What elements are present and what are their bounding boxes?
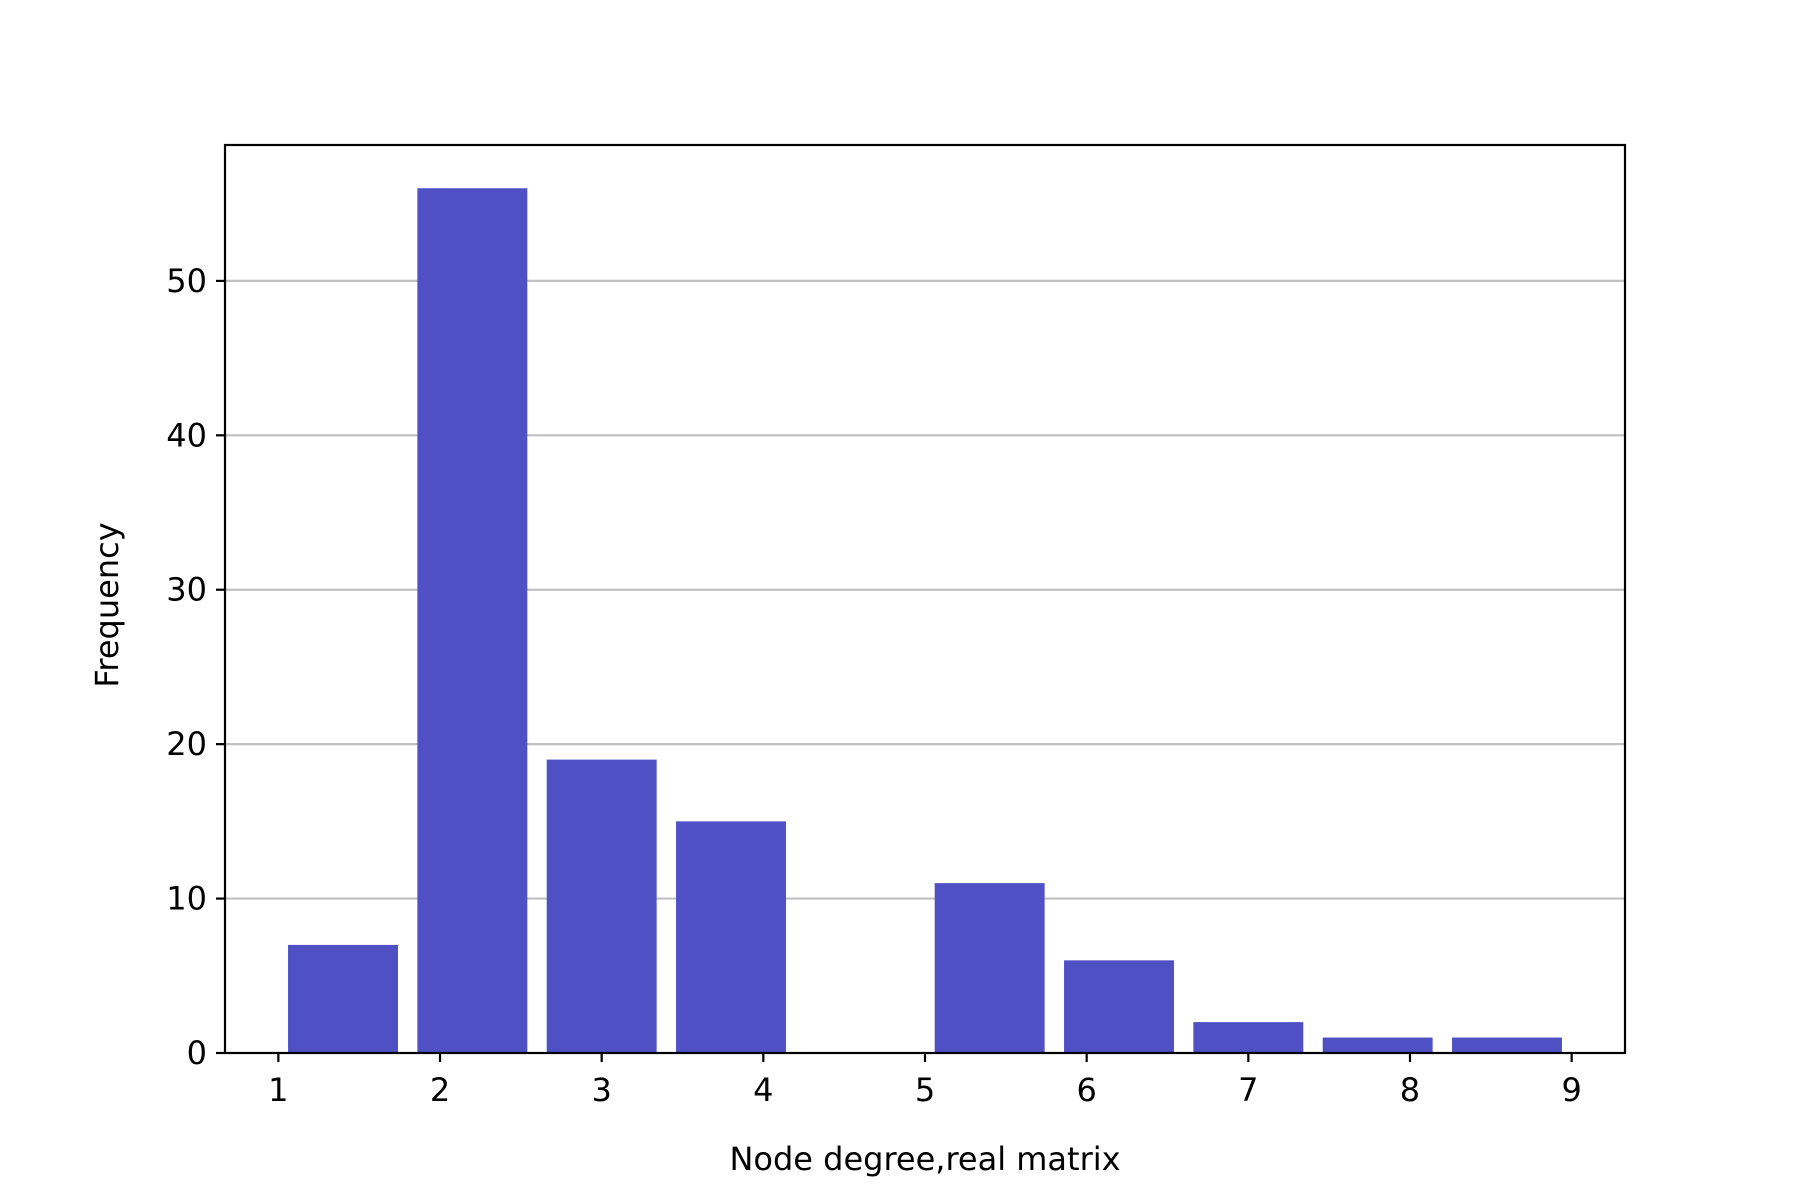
bar-7 [1064, 960, 1174, 1053]
y-tick-label-10: 10 [166, 880, 207, 918]
x-tick-label-7: 7 [1238, 1071, 1258, 1109]
bar-9 [1322, 1037, 1433, 1053]
x-axis-label: Node degree,real matrix [729, 1140, 1120, 1178]
x-tick-label-6: 6 [1076, 1071, 1096, 1109]
bars [288, 188, 1562, 1053]
x-tick-label-3: 3 [591, 1071, 611, 1109]
x-tick-label-9: 9 [1561, 1071, 1581, 1109]
x-tick-label-4: 4 [753, 1071, 773, 1109]
x-tick-label-1: 1 [268, 1071, 288, 1109]
bar-1 [288, 944, 398, 1053]
y-tick-label-40: 40 [166, 416, 207, 454]
y-tick-label-20: 20 [166, 725, 207, 763]
bar-8 [1193, 1022, 1304, 1053]
x-tick-label-8: 8 [1400, 1071, 1420, 1109]
y-tick-label-0: 0 [187, 1034, 207, 1072]
y-tick-label-50: 50 [166, 262, 207, 300]
y-axis-ticks: 0 10 20 30 40 50 [166, 262, 225, 1072]
bar-2 [417, 188, 528, 1053]
y-tick-label-30: 30 [166, 571, 207, 609]
x-tick-label-2: 2 [430, 1071, 450, 1109]
bar-3 [546, 759, 657, 1053]
bar-4 [676, 821, 786, 1053]
bar-10 [1452, 1037, 1562, 1053]
bar-6 [934, 883, 1045, 1053]
y-axis-label: Frequency [88, 522, 126, 687]
x-axis-ticks: 1 2 3 4 5 6 7 8 9 [268, 1053, 1582, 1109]
x-tick-label-5: 5 [915, 1071, 935, 1109]
